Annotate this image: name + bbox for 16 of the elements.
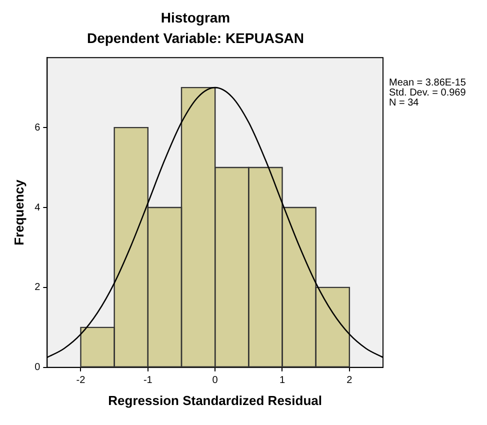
chart-title: Histogram <box>160 9 230 26</box>
text: Std. Dev. = 0.969 <box>389 87 466 98</box>
y-tick-label: 0 <box>34 362 41 374</box>
x-tick-label: 2 <box>346 375 353 386</box>
x-tick-label: 1 <box>279 375 286 386</box>
text: N = 34 <box>389 97 420 108</box>
y-tick-label: 6 <box>34 122 41 134</box>
x-tick-label: -2 <box>76 375 86 386</box>
chart-subtitle: Dependent Variable: KEPUASAN <box>86 30 304 46</box>
y-axis-title: Frequency <box>11 178 26 246</box>
y-tick-label: 2 <box>34 282 41 294</box>
text: Mean = 3.86E-15 <box>389 77 466 88</box>
x-axis-title: Regression Standardized Residual <box>108 392 322 408</box>
x-tick-label: 0 <box>212 375 218 386</box>
y-tick-label: 4 <box>34 202 41 214</box>
x-tick-label: -1 <box>143 375 153 386</box>
